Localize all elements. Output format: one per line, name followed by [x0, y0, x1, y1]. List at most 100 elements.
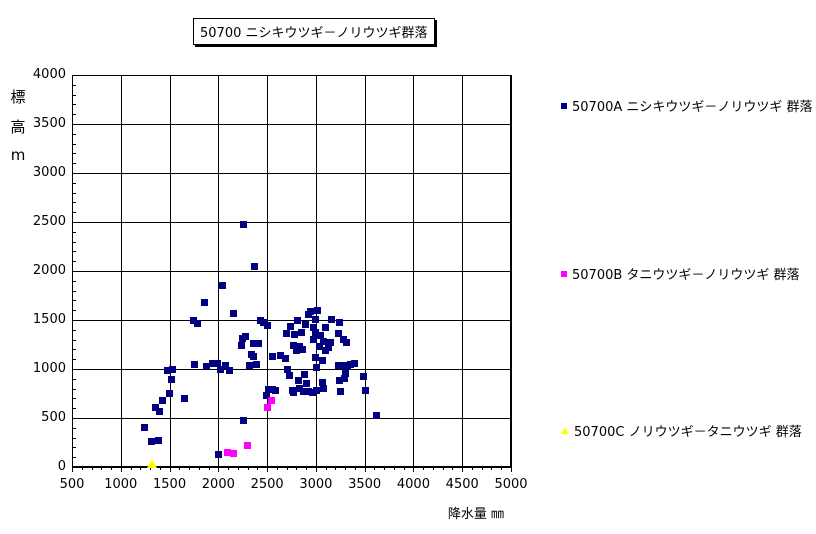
x-major-tick [511, 467, 512, 472]
x-major-tick [218, 467, 220, 472]
y-minor-tick [73, 84, 76, 86]
data-point-series-0 [311, 328, 319, 336]
data-point-series-0 [239, 220, 247, 228]
data-point-series-0 [215, 450, 223, 458]
x-minor-tick [491, 467, 493, 470]
data-point-series-0 [336, 376, 344, 384]
y-axis-title-char: m [10, 146, 26, 164]
data-point-series-0 [214, 360, 222, 368]
y-minor-tick [73, 378, 76, 380]
data-point-series-0 [309, 335, 317, 343]
y-minor-tick [73, 408, 76, 410]
y-axis-title-char: 標 [10, 88, 26, 106]
data-point-series-0 [285, 371, 293, 379]
y-tick-label: 2000 [32, 263, 66, 278]
x-minor-tick [257, 467, 259, 470]
horizontal-gridline [72, 173, 511, 174]
y-minor-tick [73, 447, 76, 449]
x-major-tick [120, 467, 122, 472]
y-minor-tick [73, 143, 76, 145]
data-point-series-0 [239, 416, 247, 424]
data-point-series-1 [243, 442, 251, 450]
x-minor-tick [423, 467, 425, 470]
data-point-series-0 [271, 386, 279, 394]
y-major-tick [73, 467, 78, 468]
data-point-series-0 [308, 388, 316, 396]
legend-label-50700A: 50700A ニシキウツギ－ノリウツギ 群落 [572, 100, 813, 115]
data-point-series-0 [319, 384, 327, 392]
data-point-series-1 [264, 404, 272, 412]
data-point-series-0 [347, 361, 355, 369]
chart-title: 50700 ニシキウツギ－ノリウツギ群落 [200, 26, 428, 41]
y-tick-label: 1000 [32, 361, 66, 376]
x-minor-tick [432, 467, 434, 470]
data-point-series-0 [312, 364, 320, 372]
x-major-tick [267, 467, 269, 472]
data-point-series-0 [305, 387, 313, 395]
x-minor-tick [179, 467, 181, 470]
y-minor-tick [73, 427, 76, 429]
x-minor-tick [325, 467, 327, 470]
data-point-series-0 [151, 404, 159, 412]
x-minor-tick [501, 467, 503, 470]
y-minor-tick [73, 457, 76, 459]
data-point-series-0 [335, 329, 343, 337]
x-major-tick [72, 467, 73, 472]
data-point-series-0 [181, 395, 189, 403]
x-tick-label: 5000 [494, 477, 528, 492]
data-point-series-0 [282, 329, 290, 337]
data-point-series-0 [326, 338, 334, 346]
x-axis-title: 降水量 ㎜ [447, 507, 505, 522]
y-major-tick [73, 271, 78, 272]
horizontal-gridline [72, 222, 511, 223]
data-point-series-0 [301, 370, 309, 378]
data-point-series-0 [226, 366, 234, 374]
data-point-series-0 [342, 369, 350, 377]
data-point-series-0 [294, 317, 302, 324]
data-point-series-0 [276, 352, 284, 360]
x-minor-tick [481, 467, 483, 470]
y-minor-tick [73, 398, 76, 400]
y-minor-tick [73, 290, 76, 292]
x-minor-tick [335, 467, 337, 470]
y-major-tick [73, 222, 78, 223]
y-minor-tick [73, 133, 76, 135]
x-major-tick [462, 467, 464, 472]
y-minor-tick [73, 437, 76, 439]
x-minor-tick [130, 467, 132, 470]
y-minor-tick [73, 231, 76, 233]
vertical-gridline [511, 75, 512, 467]
y-minor-tick [73, 104, 76, 106]
y-major-tick [73, 124, 78, 125]
y-minor-tick [73, 202, 76, 204]
x-minor-tick [442, 467, 444, 470]
y-minor-tick [73, 261, 76, 263]
x-major-tick [364, 467, 366, 472]
x-minor-tick [374, 467, 376, 470]
data-point-series-0 [167, 375, 175, 383]
data-point-series-0 [318, 378, 326, 386]
data-point-series-0 [373, 412, 381, 420]
data-point-series-0 [340, 362, 348, 370]
x-minor-tick [276, 467, 278, 470]
data-point-series-0 [165, 389, 173, 397]
legend-marker-square-magenta-icon [561, 270, 567, 277]
data-point-series-0 [300, 387, 308, 395]
y-major-tick [73, 75, 78, 76]
data-point-series-0 [141, 423, 149, 431]
horizontal-gridline [72, 124, 511, 125]
data-point-series-0 [295, 376, 303, 384]
x-minor-tick [354, 467, 356, 470]
data-point-series-0 [343, 338, 351, 346]
x-major-tick [315, 467, 317, 472]
data-point-series-0 [328, 316, 336, 324]
data-point-series-0 [309, 323, 317, 331]
data-point-series-0 [307, 308, 315, 316]
data-point-series-0 [154, 437, 162, 445]
data-point-series-0 [245, 362, 253, 370]
data-point-series-0 [217, 366, 225, 373]
data-point-series-0 [296, 384, 304, 392]
y-minor-tick [73, 349, 76, 351]
